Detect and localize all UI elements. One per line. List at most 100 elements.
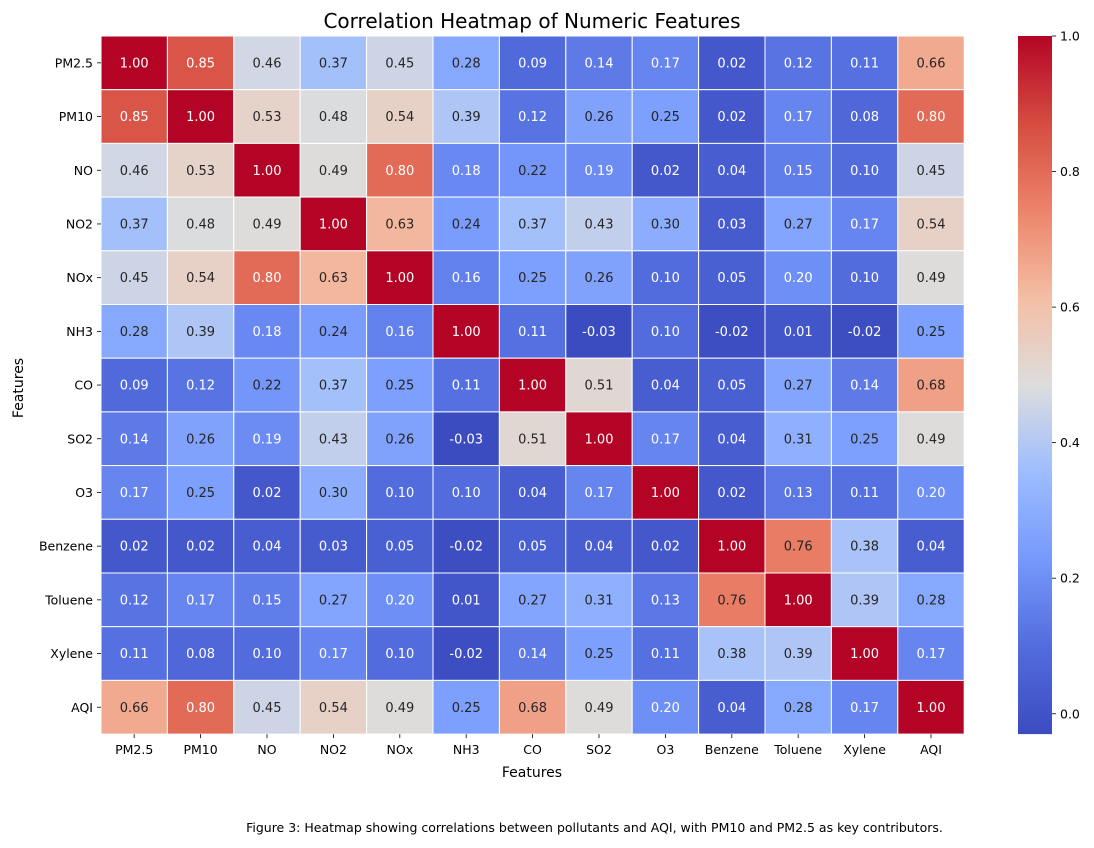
cell-value-nh3-nox: 0.16 bbox=[385, 325, 414, 340]
cell-nh3-co bbox=[498, 304, 567, 359]
cell-value-toluene-nh3: 0.01 bbox=[452, 593, 481, 608]
cell-benzene-xylene bbox=[830, 518, 899, 574]
cell-toluene-nox bbox=[366, 572, 434, 628]
cell-nh3-benzene bbox=[698, 304, 766, 359]
cell-value-co-toluene: 0.27 bbox=[784, 379, 813, 394]
cell-no2-nh3 bbox=[432, 196, 500, 252]
cell-value-so2-toluene: 0.31 bbox=[784, 432, 813, 447]
cell-no-no bbox=[233, 142, 301, 198]
cell-value-toluene-o3: 0.13 bbox=[651, 593, 680, 608]
cell-co-nox bbox=[366, 357, 434, 413]
cell-value-no-benzene: 0.04 bbox=[717, 164, 746, 179]
cell-value-nh3-pm25: 0.28 bbox=[120, 325, 149, 340]
cell-value-benzene-aqi: 0.04 bbox=[917, 540, 946, 555]
cell-pm10-no2 bbox=[299, 89, 368, 144]
cell-value-nh3-so2: -0.03 bbox=[582, 325, 616, 340]
cell-pm25-benzene bbox=[698, 35, 766, 91]
cell-value-nh3-aqi: 0.25 bbox=[917, 325, 946, 340]
cell-no2-so2 bbox=[565, 196, 633, 252]
cell-xylene-no2 bbox=[299, 626, 368, 681]
cell-value-pm25-toluene: 0.12 bbox=[784, 56, 813, 71]
cell-aqi-nh3 bbox=[432, 679, 500, 735]
cell-value-pm10-pm10: 1.00 bbox=[186, 110, 215, 125]
cell-value-no-so2: 0.19 bbox=[585, 164, 614, 179]
cell-no-nox bbox=[366, 142, 434, 198]
cell-pm10-xylene bbox=[830, 89, 899, 144]
cell-no2-xylene bbox=[830, 196, 899, 252]
x-tick-label-no: NO bbox=[257, 742, 276, 757]
cell-value-co-co: 1.00 bbox=[518, 379, 547, 394]
cell-value-no2-benzene: 0.03 bbox=[717, 217, 746, 232]
cell-value-benzene-nh3: -0.02 bbox=[449, 540, 483, 555]
cell-xylene-pm10 bbox=[166, 626, 235, 681]
cell-no-toluene bbox=[764, 142, 832, 198]
cell-xylene-no bbox=[233, 626, 301, 681]
cell-nh3-no bbox=[233, 304, 301, 359]
cell-aqi-benzene bbox=[698, 679, 766, 735]
cell-value-o3-nh3: 0.10 bbox=[452, 486, 481, 501]
cell-nh3-nox bbox=[366, 304, 434, 359]
cell-no2-benzene bbox=[698, 196, 766, 252]
x-tick-label-nh3: NH3 bbox=[453, 742, 480, 757]
x-tick-label-aqi: AQI bbox=[920, 742, 942, 757]
cell-aqi-so2 bbox=[565, 679, 633, 735]
cell-toluene-so2 bbox=[565, 572, 633, 628]
cell-value-no-aqi: 0.45 bbox=[917, 164, 946, 179]
y-tick-label-nox: NOx bbox=[66, 270, 93, 285]
cell-value-nox-xylene: 0.10 bbox=[850, 271, 879, 286]
x-tick-label-o3: O3 bbox=[657, 742, 675, 757]
cell-nh3-toluene bbox=[764, 304, 832, 359]
cell-nh3-pm25 bbox=[100, 304, 168, 359]
cell-xylene-toluene bbox=[764, 626, 832, 681]
x-tick-label-nox: NOx bbox=[387, 742, 414, 757]
y-tick-label-xylene: Xylene bbox=[50, 646, 93, 661]
cell-value-toluene-no2: 0.27 bbox=[319, 593, 348, 608]
cell-value-o3-o3: 1.00 bbox=[651, 486, 680, 501]
cell-value-benzene-pm25: 0.02 bbox=[120, 540, 149, 555]
cell-so2-no2 bbox=[299, 411, 368, 467]
cell-value-toluene-benzene: 0.76 bbox=[717, 593, 746, 608]
cell-value-co-nh3: 0.11 bbox=[452, 379, 481, 394]
cell-value-no-pm25: 0.46 bbox=[120, 164, 149, 179]
cell-value-no2-pm25: 0.37 bbox=[120, 217, 149, 232]
heatmap-cells: 1.00 0.85 0.46 0.37 0.45 0.28 0.09 0.14 0.17 0.02… bbox=[100, 35, 965, 735]
cell-nox-no2 bbox=[299, 250, 368, 306]
x-tick-label-pm10: PM10 bbox=[183, 742, 217, 757]
cell-xylene-so2 bbox=[565, 626, 633, 681]
cell-value-pm10-o3: 0.25 bbox=[651, 110, 680, 125]
cell-value-aqi-no2: 0.54 bbox=[319, 701, 348, 716]
cell-value-xylene-so2: 0.25 bbox=[585, 647, 614, 662]
cell-benzene-aqi bbox=[897, 518, 965, 574]
x-tick-label-xylene: Xylene bbox=[843, 742, 886, 757]
cell-value-nox-so2: 0.26 bbox=[585, 271, 614, 286]
cell-pm25-pm25 bbox=[100, 35, 168, 91]
cell-nox-pm10 bbox=[166, 250, 235, 306]
cell-value-no-nh3: 0.18 bbox=[452, 164, 481, 179]
cell-value-nh3-no: 0.18 bbox=[253, 325, 282, 340]
cell-nox-xylene bbox=[830, 250, 899, 306]
cell-toluene-xylene bbox=[830, 572, 899, 628]
cell-toluene-pm25 bbox=[100, 572, 168, 628]
cell-value-pm25-no2: 0.37 bbox=[319, 56, 348, 71]
cell-co-nh3 bbox=[432, 357, 500, 413]
cell-value-nox-no2: 0.63 bbox=[319, 271, 348, 286]
cell-value-no2-no2: 1.00 bbox=[319, 217, 348, 232]
cell-value-so2-so2: 1.00 bbox=[585, 432, 614, 447]
cell-pm10-no bbox=[233, 89, 301, 144]
cell-benzene-toluene bbox=[764, 518, 832, 574]
cell-value-toluene-no: 0.15 bbox=[253, 593, 282, 608]
cell-no2-no2 bbox=[299, 196, 368, 252]
cell-co-benzene bbox=[698, 357, 766, 413]
cell-value-pm25-pm10: 0.85 bbox=[186, 56, 215, 71]
colorbar-tick-label-4: 0.8 bbox=[1060, 164, 1080, 179]
cell-value-nox-pm10: 0.54 bbox=[186, 271, 215, 286]
cell-value-pm10-no2: 0.48 bbox=[319, 110, 348, 125]
cell-value-nh3-xylene: -0.02 bbox=[848, 325, 882, 340]
cell-value-pm10-xylene: 0.08 bbox=[850, 110, 879, 125]
cell-value-pm25-co: 0.09 bbox=[518, 56, 547, 71]
cell-value-nox-o3: 0.10 bbox=[651, 271, 680, 286]
cell-no2-pm25 bbox=[100, 196, 168, 252]
cell-pm10-co bbox=[498, 89, 567, 144]
x-tick-label-toluene: Toluene bbox=[773, 742, 822, 757]
